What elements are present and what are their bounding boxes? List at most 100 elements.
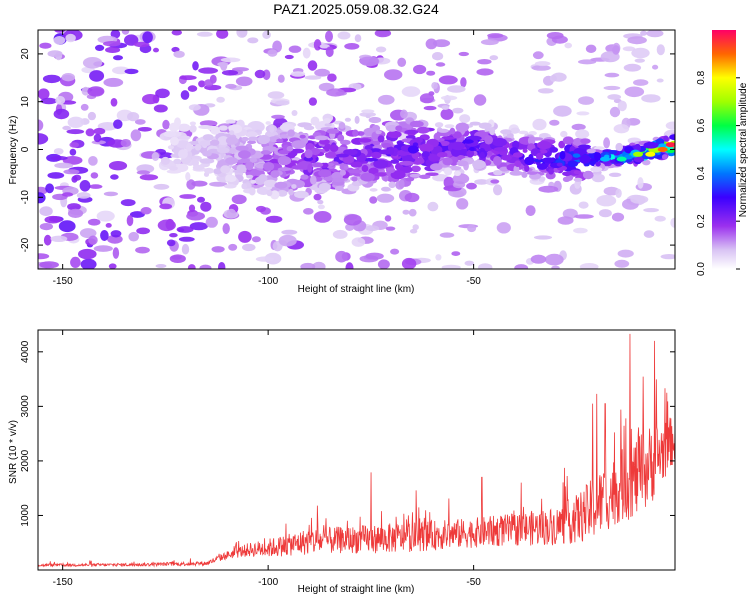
spectrogram-cell: [594, 152, 602, 161]
spectrogram-cell: [248, 187, 256, 196]
spectrogram-cell: [412, 224, 419, 231]
spectrogram-cell: [572, 153, 581, 158]
spectrogram-cell: [514, 160, 522, 167]
spectrogram-cell: [324, 151, 339, 158]
spectrogram-cell: [200, 201, 212, 212]
y-tick-label: -10: [20, 190, 31, 205]
spectrogram-cell: [486, 150, 493, 156]
spectrogram-cell: [518, 130, 529, 135]
spectrogram-cell: [228, 243, 238, 251]
spectrogram-cell: [532, 51, 544, 60]
spectrogram-cell: [221, 70, 239, 76]
spectrogram-cell: [218, 125, 228, 131]
spectrogram-cell: [643, 141, 659, 149]
spectrogram-cell: [303, 208, 314, 215]
spectrogram-cell: [613, 124, 630, 134]
spectrogram-cell: [474, 179, 489, 185]
spectrogram-cell: [62, 125, 71, 131]
spectrogram-cell: [192, 164, 205, 171]
spectrogram-cell: [405, 135, 416, 140]
spectrogram-cell: [464, 260, 475, 266]
spectrogram-cell: [187, 85, 198, 92]
spectrogram-cell: [329, 144, 339, 152]
spectrogram-cell: [217, 62, 229, 67]
spectrogram-cell: [153, 104, 168, 113]
x-tick-label: -150: [53, 276, 73, 287]
spectrogram-cell: [573, 177, 583, 182]
spectrogram-cell: [100, 230, 109, 241]
spectrogram-cell: [314, 68, 330, 77]
spectrogram-cell: [277, 74, 285, 83]
spectrogram-cell: [82, 57, 103, 69]
spectrogram-cell: [614, 259, 630, 268]
spectrogram-cell: [407, 145, 419, 154]
spectrogram-cell: [281, 229, 298, 235]
y-tick-label: 4000: [20, 340, 31, 363]
spectrogram-cell: [169, 233, 178, 238]
spectrogram-cell: [404, 129, 419, 135]
snr-y-ticks: 1000 2000 3000 4000: [20, 340, 675, 527]
spectrogram-cell: [127, 112, 140, 122]
colorbar-tick-label: 0.4: [696, 166, 707, 180]
spectrogram-cell: [631, 47, 650, 59]
spectrogram-cell: [313, 211, 332, 223]
spectrogram-cell: [270, 170, 280, 178]
spectrogram-cell: [386, 130, 402, 139]
spectrogram-cell: [467, 135, 482, 141]
spectrogram-cell: [133, 41, 150, 48]
spectrogram-cell: [368, 116, 382, 124]
spectrogram-cell: [120, 139, 131, 147]
spectrogram-cell: [358, 138, 372, 143]
spectrogram-cell: [388, 181, 396, 189]
spectrogram-cell: [103, 41, 121, 47]
spectrogram-cell: [456, 198, 469, 210]
spectrogram-cell: [451, 251, 461, 256]
spectrogram-cell: [551, 72, 567, 82]
spectrogram-cell: [658, 143, 667, 148]
spectrogram-cell: [431, 82, 438, 90]
spectrogram-cell: [217, 147, 230, 154]
spectrogram-cell: [426, 70, 436, 76]
spectrogram-cell: [582, 170, 594, 180]
spectrogram-cell: [198, 125, 212, 129]
spectrogram-cell: [318, 182, 331, 192]
spectrogram-cell: [578, 144, 591, 150]
spectrogram-cell: [124, 68, 139, 75]
spectrogram-cell: [177, 123, 191, 132]
spectrogram-cell: [490, 179, 500, 184]
spectrogram-cell: [63, 169, 80, 175]
spectrogram-cell: [247, 37, 259, 44]
spectrogram-cell: [153, 183, 170, 190]
spectrogram-cell: [50, 156, 68, 161]
spectrogram-cell: [586, 148, 596, 154]
spectrogram-cell: [204, 79, 214, 87]
spectrogram-cell: [110, 230, 122, 238]
spectrogram-cell: [410, 165, 421, 173]
spectrogram-cell: [170, 136, 179, 146]
spectrogram-cell: [136, 227, 151, 235]
spectrogram-cell: [256, 205, 266, 213]
spectrogram-cell: [121, 30, 130, 35]
y-tick-label: 1000: [20, 504, 31, 527]
spectrogram-cell: [246, 174, 254, 179]
spectrogram-cell: [88, 235, 98, 245]
spectrogram-cell: [238, 230, 252, 243]
spectrogram-cell: [199, 158, 215, 164]
spectrogram-cell: [336, 153, 349, 158]
spectrogram-cell: [381, 186, 391, 192]
spectrogram-cell: [487, 33, 504, 39]
spectrogram-cell: [130, 129, 142, 142]
spectrogram-cell: [216, 96, 225, 103]
spectrogram-cell: [89, 70, 105, 82]
spectrogram-cell: [327, 73, 337, 82]
spectrogram-cell: [361, 164, 369, 173]
spectrogram-cell: [640, 30, 648, 36]
spectrogram-cell: [186, 211, 206, 221]
spectrogram-cell: [223, 184, 237, 189]
spectrogram-cell: [53, 36, 66, 45]
spectrogram-cell: [409, 120, 424, 128]
spectrogram-cell: [444, 124, 455, 129]
spectrogram-cell: [665, 121, 675, 130]
spectrogram-cell: [525, 205, 536, 217]
